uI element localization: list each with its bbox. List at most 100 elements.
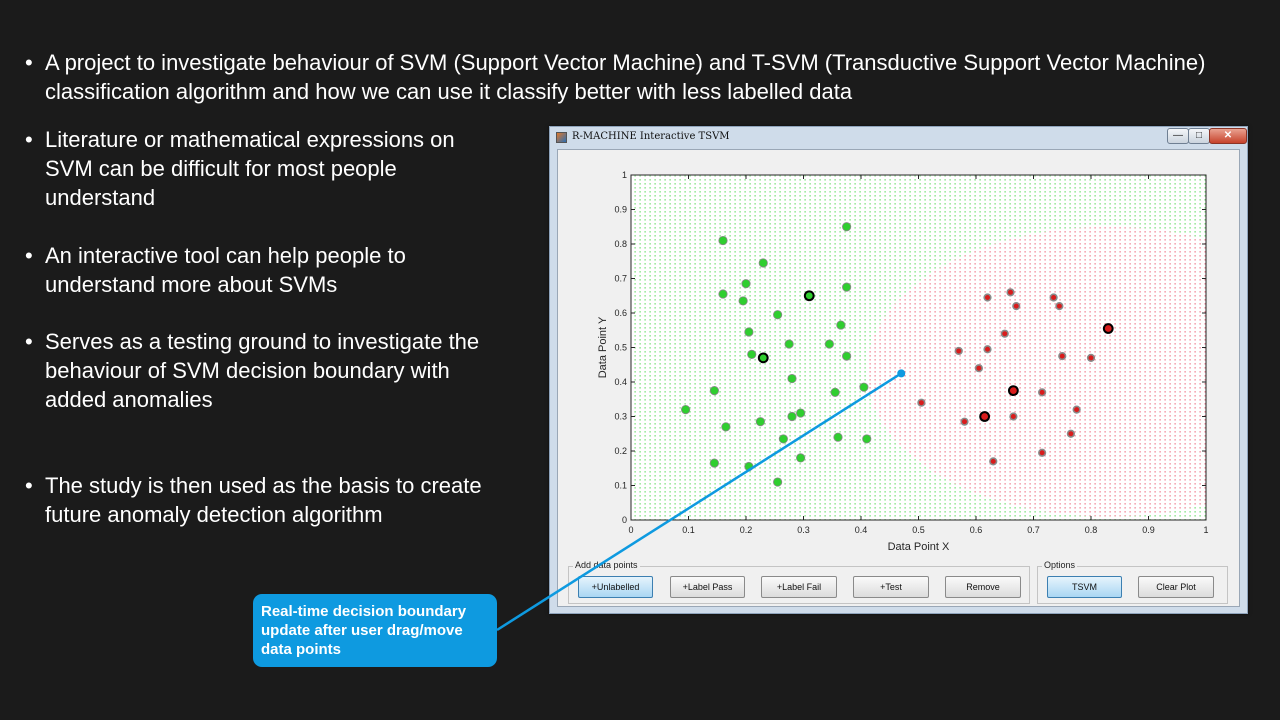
remove-button[interactable]: Remove — [945, 576, 1021, 598]
add-label-pass-button[interactable]: +Label Pass — [670, 576, 745, 598]
labelled-fail-point — [1102, 323, 1114, 334]
x-tick-label: 0.1 — [682, 525, 695, 535]
fail-point — [960, 417, 969, 426]
pass-point — [738, 296, 748, 306]
window-client-area: 0 0.1 0.2 0.3 0.4 0.5 0.6 0.7 0.8 0.9 1 0 0.1 0.2 0.3 0… — [557, 149, 1240, 607]
x-tick-label: 0.7 — [1027, 525, 1040, 535]
y-tick-label: 0.2 — [614, 446, 627, 456]
pass-point — [718, 289, 728, 299]
x-axis-label: Data Point X — [888, 541, 950, 553]
fail-point — [1066, 429, 1075, 438]
bullet-symbol: • — [25, 473, 33, 498]
pass-point — [747, 349, 757, 359]
labelled-fail-point — [1007, 385, 1019, 397]
fail-point — [1058, 352, 1067, 361]
fail-point — [1006, 288, 1015, 297]
callout-box: Real-time decision boundary update after… — [253, 594, 497, 667]
y-tick-label: 0.3 — [614, 412, 627, 422]
pass-point — [744, 327, 754, 337]
pass-point — [778, 434, 788, 444]
pass-point — [758, 258, 768, 268]
pass-point — [842, 222, 852, 232]
y-tick-label: 0.8 — [614, 239, 627, 249]
bullet-symbol: • — [25, 329, 33, 354]
add-data-points-group: Add data points +Unlabelled +Label Pass … — [568, 560, 1030, 604]
pass-point — [755, 417, 765, 427]
bullet-interactive-tool-text: An interactive tool can help people to u… — [45, 243, 406, 297]
add-test-button[interactable]: +Test — [853, 576, 929, 598]
x-tick-label: 1 — [1203, 525, 1208, 535]
pass-point — [773, 477, 783, 487]
bullet-testing-ground-text: Serves as a testing ground to investigat… — [45, 329, 480, 412]
x-tick-label: 0 — [628, 525, 633, 535]
x-tick-label: 0.6 — [970, 525, 983, 535]
x-tick-label: 0.2 — [740, 525, 753, 535]
labelled-pass-point — [803, 290, 815, 302]
maximize-button[interactable]: □ — [1188, 128, 1210, 144]
y-tick-label: 0.4 — [614, 377, 627, 387]
y-axis-label: Data Point Y — [597, 316, 609, 378]
pass-point — [741, 279, 751, 289]
bullet-testing-ground: • Serves as a testing ground to investig… — [25, 327, 495, 414]
window-title: R-MACHINE Interactive TSVM — [572, 131, 730, 142]
bullet-symbol: • — [25, 243, 33, 268]
bullet-interactive-tool: • An interactive tool can help people to… — [25, 241, 495, 299]
fail-point — [954, 346, 963, 356]
y-tick-label: 0 — [622, 515, 627, 525]
bullet-literature-text: Literature or mathematical expressions o… — [45, 127, 455, 210]
x-tick-label: 0.3 — [797, 525, 810, 535]
pass-point — [721, 422, 731, 432]
clear-plot-button[interactable]: Clear Plot — [1138, 576, 1214, 598]
pass-point — [718, 235, 728, 246]
fail-point — [1049, 293, 1058, 302]
matlab-app-icon — [556, 132, 567, 143]
callout-text: Real-time decision boundary update after… — [261, 603, 467, 658]
y-tick-label: 0.9 — [614, 205, 627, 215]
y-tick-label: 1 — [622, 170, 627, 180]
fail-point — [974, 364, 983, 373]
fail-point — [983, 345, 992, 354]
bullet-future-study: • The study is then used as the basis to… — [25, 471, 495, 529]
minimize-button[interactable]: — — [1167, 128, 1189, 144]
pass-point — [796, 408, 806, 418]
add-unlabelled-button[interactable]: +Unlabelled — [578, 576, 653, 598]
close-button[interactable]: ✕ — [1209, 128, 1247, 144]
fail-region — [866, 226, 1206, 517]
fail-point — [1012, 302, 1021, 311]
pass-point — [842, 282, 852, 292]
scatter-plot[interactable]: 0 0.1 0.2 0.3 0.4 0.5 0.6 0.7 0.8 0.9 1 0 0.1 0.2 0.3 0… — [558, 150, 1241, 560]
pass-point — [796, 453, 806, 463]
fail-point — [1055, 302, 1064, 311]
pass-point — [787, 373, 797, 384]
pass-point — [859, 382, 869, 392]
add-data-points-label: Add data points — [573, 560, 640, 571]
pass-point — [830, 387, 840, 397]
pass-point — [824, 339, 834, 349]
labelled-fail-point — [979, 411, 991, 422]
pass-point — [784, 339, 794, 349]
pass-point — [709, 458, 719, 468]
fail-point — [917, 398, 926, 407]
x-tick-label: 0.5 — [912, 525, 925, 535]
y-tick-label: 0.5 — [614, 343, 627, 353]
pass-point — [681, 405, 691, 415]
window-titlebar[interactable]: R-MACHINE Interactive TSVM — □ ✕ — [550, 127, 1247, 149]
pass-point — [833, 432, 843, 442]
pass-point — [862, 434, 872, 444]
pass-point — [773, 310, 783, 320]
fail-point — [989, 457, 998, 466]
fail-point — [1000, 329, 1009, 338]
tsvm-app-window: R-MACHINE Interactive TSVM — □ ✕ 0 0.1 0.2… — [549, 126, 1248, 614]
tsvm-button[interactable]: TSVM — [1047, 576, 1122, 598]
fail-point — [983, 293, 992, 302]
labelled-pass-point — [757, 352, 769, 364]
pass-point — [787, 411, 797, 422]
y-tick-label: 0.7 — [614, 274, 627, 284]
add-label-fail-button[interactable]: +Label Fail — [761, 576, 837, 598]
pass-point — [709, 386, 719, 396]
pass-point — [842, 351, 852, 361]
pass-point — [836, 320, 846, 330]
intro-bullet-text: A project to investigate behaviour of SV… — [45, 50, 1206, 104]
x-tick-label: 0.4 — [855, 525, 868, 535]
x-tick-label: 0.9 — [1142, 525, 1155, 535]
